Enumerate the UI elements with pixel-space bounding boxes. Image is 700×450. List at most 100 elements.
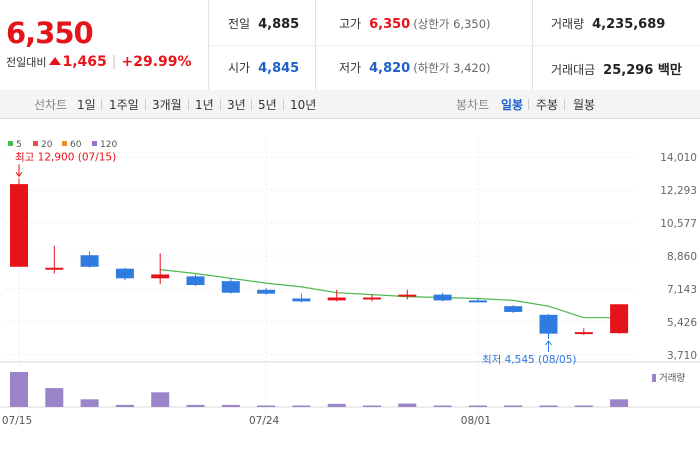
- volume-bar: [610, 399, 629, 407]
- lower-limit: (하한가 3,420): [413, 61, 491, 75]
- candle-body: [433, 294, 452, 301]
- min-arrow-head: [545, 340, 552, 346]
- candle-body: [45, 267, 64, 270]
- legend-swatch: [92, 141, 97, 146]
- high-label: 고가: [339, 17, 362, 31]
- min-annotation: 최저 4,545 (08/05): [482, 354, 577, 366]
- ma5-line: [160, 269, 620, 319]
- y-tick-label: 14,010: [660, 152, 697, 164]
- candle-body: [504, 306, 523, 312]
- period-weekly[interactable]: 주봉: [536, 98, 559, 112]
- open-value: 4,845: [258, 61, 300, 76]
- low-value: 4,820: [369, 61, 411, 76]
- volume-bar: [363, 405, 381, 407]
- volume-bar: [257, 405, 276, 407]
- period-daily[interactable]: 일봉: [501, 98, 524, 112]
- volume-bar: [327, 403, 346, 407]
- volume-panel: 거래량: [10, 372, 685, 407]
- volume-bar: [539, 405, 558, 407]
- y-tick-label: 8,860: [667, 251, 697, 263]
- open-price: 시가 4,845: [228, 59, 299, 76]
- current-price: 6,350: [6, 16, 94, 50]
- range-1d[interactable]: 1일: [77, 98, 96, 112]
- prev-close-value: 4,885: [258, 17, 300, 32]
- trade-value-label: 거래대금: [551, 63, 596, 77]
- low-price: 저가 4,820 (하한가 3,420): [339, 59, 491, 76]
- candle-body: [539, 314, 558, 334]
- change-percent: +29.99%: [121, 54, 192, 70]
- range-1w[interactable]: 1주일: [109, 98, 139, 112]
- grid: [0, 136, 700, 416]
- volume-bar: [80, 399, 99, 407]
- line-chart-label: 선차트: [34, 98, 68, 112]
- price-box: 6,350 전일대비 1,465 | +29.99%: [0, 0, 209, 90]
- period-monthly[interactable]: 월봉: [573, 98, 596, 112]
- legend-label: 120: [100, 140, 117, 150]
- volume-stat: 거래량 4,235,689: [551, 15, 665, 32]
- range-1y[interactable]: 1년: [195, 98, 214, 112]
- y-tick-label: 3,710: [667, 350, 697, 362]
- change-label: 전일대비: [6, 56, 47, 69]
- open-label: 시가: [228, 61, 251, 75]
- volume-value: 4,235,689: [592, 17, 666, 32]
- x-tick-label: 07/24: [249, 415, 280, 427]
- toolbar-divider: [220, 99, 221, 110]
- volume-legend-swatch: [652, 374, 656, 382]
- up-arrow-icon: [49, 57, 62, 65]
- volume-bar: [10, 372, 28, 407]
- volume-bar: [504, 405, 523, 407]
- prev-close: 전일 4,885: [228, 15, 299, 32]
- y-tick-label: 7,143: [667, 284, 697, 296]
- legend-swatch: [8, 141, 13, 146]
- volume-bar: [574, 405, 593, 407]
- change-row: 전일대비 1,465 | +29.99%: [6, 54, 192, 70]
- candle-body: [610, 304, 629, 334]
- upper-limit: (상한가 6,350): [413, 17, 491, 31]
- toolbar-divider: [528, 99, 529, 110]
- toolbar-divider: [101, 99, 102, 110]
- trade-value-value: 25,296 백만: [603, 63, 682, 78]
- max-annotation: 최고 12,900 (07/15): [15, 151, 116, 163]
- legend: 5 20 60 120: [8, 140, 117, 150]
- legend-swatch: [62, 141, 67, 146]
- prev-close-label: 전일: [228, 17, 251, 31]
- volume-bar: [151, 392, 170, 407]
- moving-average-layer: [160, 269, 620, 319]
- low-label: 저가: [339, 61, 362, 75]
- legend-label: 60: [70, 140, 82, 150]
- legend-swatch: [33, 141, 38, 146]
- range-10y[interactable]: 10년: [290, 98, 317, 112]
- x-tick-label: 08/01: [461, 415, 491, 427]
- y-tick-label: 10,577: [660, 218, 697, 230]
- y-tick-label: 12,293: [660, 185, 697, 197]
- legend-label: 20: [41, 140, 53, 150]
- range-3m[interactable]: 3개월: [152, 98, 182, 112]
- candle-body: [398, 294, 417, 297]
- annotations: 최고 12,900 (07/15) 최저 4,545 (08/05): [15, 151, 577, 366]
- candle-body: [327, 297, 346, 301]
- range-5y[interactable]: 5년: [258, 98, 277, 112]
- legend-label: 5: [16, 140, 22, 150]
- toolbar-divider: [145, 99, 146, 110]
- volume-bar: [221, 404, 240, 407]
- toolbar-divider: [283, 99, 284, 110]
- trade-value-stat: 거래대금 25,296 백만: [551, 59, 682, 78]
- volume-bar: [186, 404, 205, 407]
- candle-body: [574, 332, 593, 335]
- volume-bar: [115, 404, 134, 407]
- volume-bar: [45, 388, 64, 407]
- candle-body: [468, 300, 487, 303]
- quote-panel: 6,350 전일대비 1,465 | +29.99% 전일 4,885 고가 6…: [0, 0, 700, 91]
- x-tick-label: 07/15: [2, 415, 32, 427]
- volume-bar: [398, 403, 417, 407]
- max-arrow-head: [15, 172, 23, 178]
- range-3y[interactable]: 3년: [227, 98, 246, 112]
- volume-bar: [468, 405, 487, 407]
- change-amount: 1,465: [62, 54, 107, 70]
- toolbar-divider: [188, 99, 189, 110]
- candle-body: [115, 268, 134, 279]
- candle-body: [292, 298, 311, 302]
- candlestick-chart: 5 20 60 120 14,010 12,293 10,577 8,860 7,143 5,4…: [0, 136, 700, 427]
- candle-body: [10, 184, 28, 267]
- volume-label: 거래량: [551, 17, 585, 31]
